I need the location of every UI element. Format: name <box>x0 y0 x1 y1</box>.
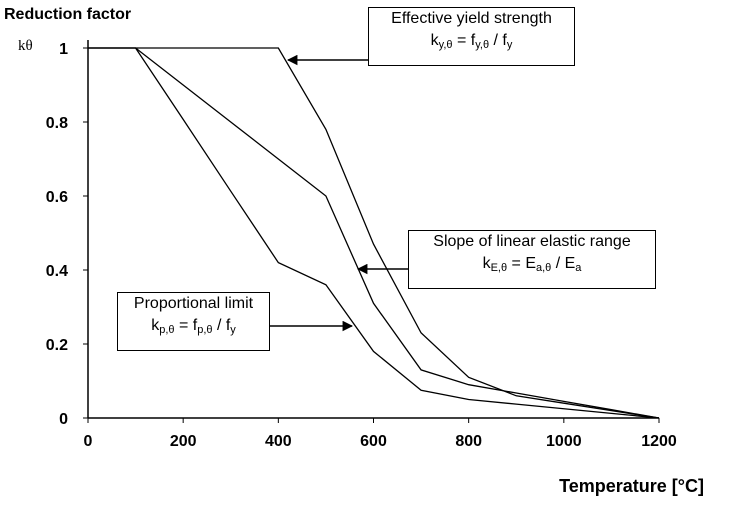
y-tick-label-0.6: 0.6 <box>46 189 68 206</box>
annotation-yield-label: Effective yield strength <box>391 10 552 27</box>
annotation-yield-strength: Effective yield strength ky,θ = fy,θ / f… <box>368 7 575 66</box>
y-axis-title: Reduction factor <box>4 6 132 23</box>
annotation-proportional-limit: Proportional limit kp,θ = fp,θ / fy <box>117 292 270 351</box>
y-tick-label-0.4: 0.4 <box>46 263 68 280</box>
x-tick-label-1000: 1000 <box>546 433 582 450</box>
annotation-elastic-slope: Slope of linear elastic range kE,θ = Ea,… <box>408 230 656 289</box>
x-tick-label-0: 0 <box>84 433 93 450</box>
y-tick-label-0.8: 0.8 <box>46 115 68 132</box>
annotation-prop-label: Proportional limit <box>133 295 254 312</box>
series-line-0 <box>88 47 660 419</box>
series-line-2 <box>88 47 660 419</box>
x-tick-label-200: 200 <box>170 433 197 450</box>
x-axis-title: Temperature [°C] <box>559 476 704 496</box>
x-tick-label-400: 400 <box>265 433 292 450</box>
annotation-yield-formula: ky,θ = fy,θ / fy <box>430 32 513 51</box>
y-axis-symbol: kθ <box>18 38 33 54</box>
y-tick-label-0: 0 <box>59 411 68 428</box>
x-tick-label-600: 600 <box>360 433 387 450</box>
x-tick-label-1200: 1200 <box>641 433 677 450</box>
annotation-prop-formula: kp,θ = fp,θ / fy <box>151 317 236 336</box>
y-tick-label-1: 1 <box>59 41 68 58</box>
y-tick-label-0.2: 0.2 <box>46 337 68 354</box>
annotation-elastic-label: Slope of linear elastic range <box>433 233 631 250</box>
x-tick-label-800: 800 <box>455 433 482 450</box>
series-line-1 <box>88 47 660 419</box>
annotation-elastic-formula: kE,θ = Ea,θ / Ea <box>482 255 582 274</box>
